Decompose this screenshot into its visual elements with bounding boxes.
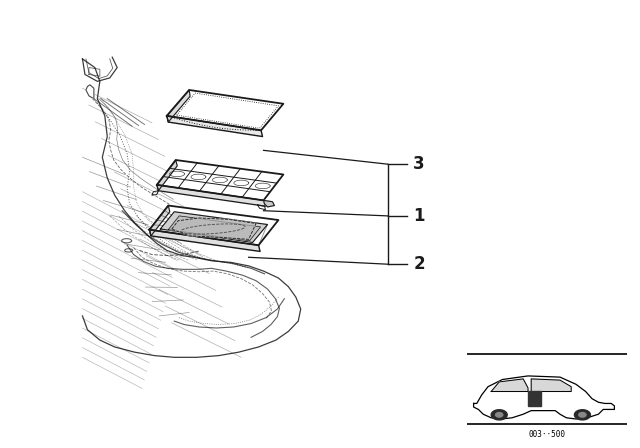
Polygon shape bbox=[157, 160, 177, 191]
Polygon shape bbox=[492, 379, 528, 392]
Polygon shape bbox=[167, 90, 190, 122]
Text: 1: 1 bbox=[413, 207, 425, 225]
Polygon shape bbox=[86, 85, 94, 99]
Polygon shape bbox=[528, 392, 541, 406]
Polygon shape bbox=[167, 90, 284, 130]
Polygon shape bbox=[150, 230, 260, 251]
Polygon shape bbox=[264, 200, 275, 207]
Text: 3: 3 bbox=[413, 155, 425, 173]
Polygon shape bbox=[575, 410, 591, 420]
Polygon shape bbox=[474, 376, 614, 419]
Polygon shape bbox=[150, 206, 170, 236]
Text: 2: 2 bbox=[413, 255, 425, 273]
Polygon shape bbox=[495, 413, 503, 417]
Polygon shape bbox=[172, 218, 256, 239]
Polygon shape bbox=[167, 116, 262, 137]
Polygon shape bbox=[161, 212, 268, 242]
Polygon shape bbox=[579, 413, 586, 417]
Text: 003··500: 003··500 bbox=[529, 431, 566, 439]
Polygon shape bbox=[492, 410, 507, 420]
Polygon shape bbox=[157, 160, 284, 200]
Polygon shape bbox=[157, 185, 266, 206]
Polygon shape bbox=[150, 206, 278, 245]
Polygon shape bbox=[168, 216, 260, 241]
Polygon shape bbox=[531, 379, 572, 392]
